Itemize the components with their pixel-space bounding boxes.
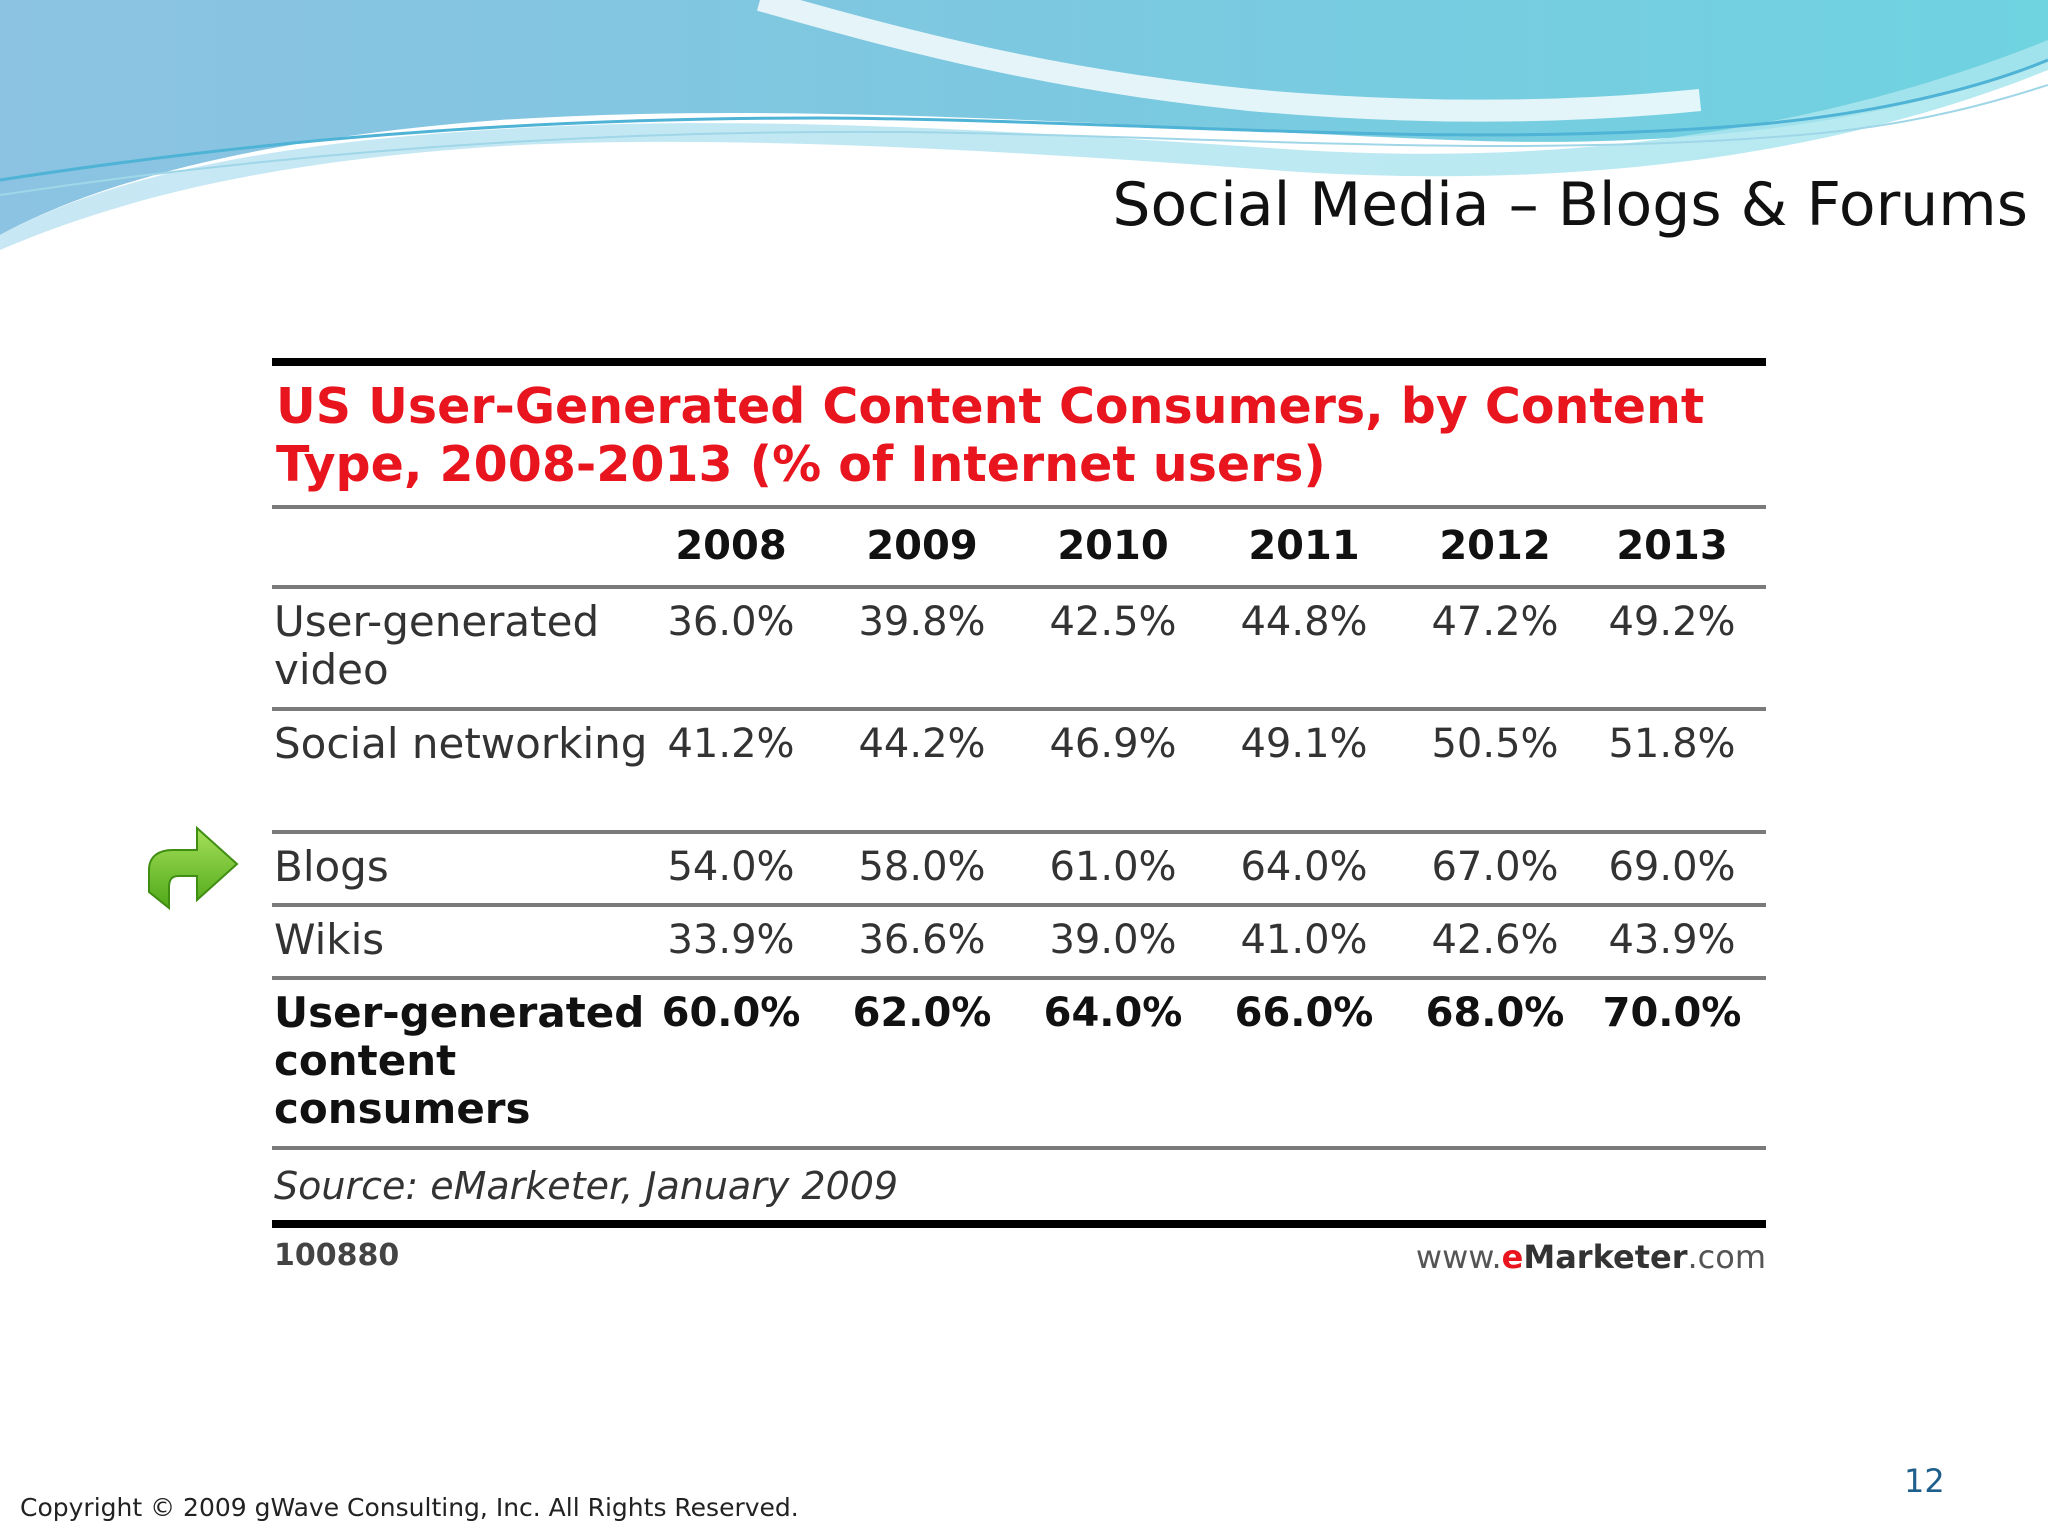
chart-id: 100880 — [274, 1238, 400, 1273]
table-cell: 39.8% — [858, 599, 986, 645]
table-cell: 44.2% — [858, 721, 986, 767]
top-rule — [272, 358, 1766, 366]
page-number: 12 — [1904, 1462, 1945, 1500]
table-cell: 46.9% — [1049, 721, 1177, 767]
table-cell: 51.8% — [1608, 721, 1736, 767]
table-cell: 49.1% — [1240, 721, 1368, 767]
year-header: 2009 — [866, 523, 978, 569]
table-cell: 42.5% — [1049, 599, 1177, 645]
table-cell: 49.2% — [1608, 599, 1736, 645]
year-header: 2013 — [1616, 523, 1728, 569]
row-label-social-networking: Social networking — [274, 719, 648, 768]
brand-accent: e — [1501, 1238, 1524, 1276]
row-label-wikis: Wikis — [274, 915, 385, 964]
year-header: 2008 — [675, 523, 787, 569]
table-cell: 43.9% — [1608, 917, 1736, 963]
year-header: 2010 — [1057, 523, 1169, 569]
table-cell: 44.8% — [1240, 599, 1368, 645]
bottom-rule — [272, 1220, 1766, 1228]
source-note: Source: eMarketer, January 2009 — [274, 1164, 899, 1208]
year-header: 2012 — [1439, 523, 1551, 569]
table-cell: 64.0% — [1043, 990, 1183, 1036]
table-cell: 47.2% — [1431, 599, 1559, 645]
green-arrow-icon — [148, 825, 239, 911]
row-rule — [272, 707, 1766, 711]
header-wave-decoration — [0, 0, 2048, 250]
table-cell: 61.0% — [1049, 844, 1177, 890]
brand-suffix: .com — [1687, 1238, 1766, 1276]
table-cell: 36.0% — [667, 599, 795, 645]
row-rule — [272, 585, 1766, 589]
table-cell: 62.0% — [852, 990, 992, 1036]
table-cell: 33.9% — [667, 917, 795, 963]
slide-title: Social Media – Blogs & Forums — [1112, 170, 2028, 240]
table-cell: 68.0% — [1425, 990, 1565, 1036]
table-title: US User-Generated Content Consumers, by … — [276, 378, 1705, 493]
brand-prefix: www. — [1415, 1238, 1502, 1276]
row-label-blogs: Blogs — [274, 842, 389, 891]
row-rule — [272, 830, 1766, 834]
table-cell: 60.0% — [661, 990, 801, 1036]
table-cell: 41.2% — [667, 721, 795, 767]
header-rule — [272, 505, 1766, 509]
copyright-notice: Copyright © 2009 gWave Consulting, Inc. … — [20, 1493, 799, 1522]
year-header: 2011 — [1248, 523, 1360, 569]
table-cell: 58.0% — [858, 844, 986, 890]
table-cell: 64.0% — [1240, 844, 1368, 890]
emarketer-logo: www.eMarketer.com — [1416, 1238, 1766, 1276]
table-cell: 54.0% — [667, 844, 795, 890]
data-table: US User-Generated Content Consumers, by … — [272, 358, 1766, 1278]
table-cell: 69.0% — [1608, 844, 1736, 890]
table-cell: 39.0% — [1049, 917, 1177, 963]
row-label-ugc-consumers: User-generated content consumers — [274, 988, 645, 1133]
table-cell: 42.6% — [1431, 917, 1559, 963]
table-cell: 67.0% — [1431, 844, 1559, 890]
row-label-user-generated-video: User-generated video — [274, 597, 600, 694]
row-rule — [272, 976, 1766, 980]
brand-name: Marketer — [1523, 1238, 1688, 1276]
table-cell: 66.0% — [1234, 990, 1374, 1036]
table-cell: 50.5% — [1431, 721, 1559, 767]
table-cell: 36.6% — [858, 917, 986, 963]
row-rule — [272, 903, 1766, 907]
table-cell: 70.0% — [1602, 990, 1742, 1036]
row-rule — [272, 1146, 1766, 1150]
table-cell: 41.0% — [1240, 917, 1368, 963]
